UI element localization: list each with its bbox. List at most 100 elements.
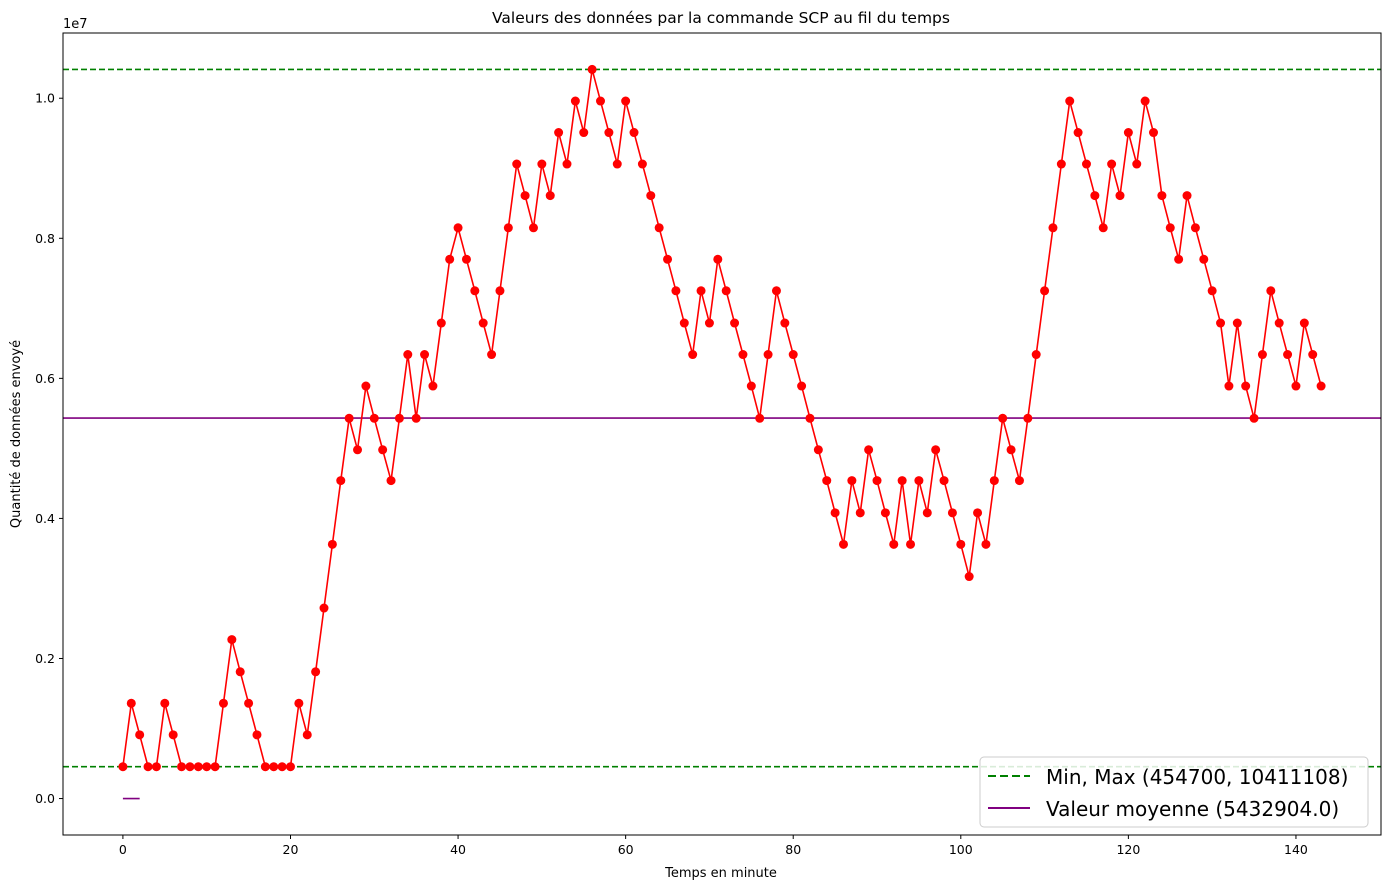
x-tick-label: 80 <box>785 842 801 857</box>
data-point <box>579 128 589 138</box>
data-point <box>855 508 865 518</box>
y-axis-offset-label: 1e7 <box>63 17 88 32</box>
data-point <box>730 318 740 328</box>
data-point <box>671 286 681 296</box>
x-tick-label: 100 <box>949 842 973 857</box>
data-point <box>520 191 530 201</box>
data-point <box>528 223 538 233</box>
plot-area <box>63 64 1381 800</box>
data-point <box>746 381 756 391</box>
data-point <box>1014 476 1024 486</box>
data-point <box>1316 381 1326 391</box>
data-point <box>512 159 522 169</box>
data-point <box>403 350 413 360</box>
data-point <box>998 413 1008 423</box>
data-point <box>830 508 840 518</box>
data-point <box>704 318 714 328</box>
x-tick-label: 120 <box>1116 842 1140 857</box>
legend-label-minmax: Min, Max (454700, 10411108) <box>1046 765 1348 789</box>
data-point <box>1291 381 1301 391</box>
data-point <box>210 762 220 772</box>
data-point <box>663 254 673 264</box>
data-point <box>981 539 991 549</box>
data-point <box>361 381 371 391</box>
data-point <box>755 413 765 423</box>
data-point <box>973 508 983 518</box>
data-point <box>1182 191 1192 201</box>
data-point <box>721 286 731 296</box>
data-point <box>545 191 555 201</box>
data-point <box>604 128 614 138</box>
data-point <box>269 762 279 772</box>
data-point <box>629 128 639 138</box>
data-point <box>1207 286 1217 296</box>
data-point <box>302 730 312 740</box>
data-point <box>420 350 430 360</box>
data-point <box>1249 413 1259 423</box>
data-point <box>428 381 438 391</box>
y-tick-label: 1.0 <box>35 91 55 106</box>
data-point <box>218 698 228 708</box>
data-point <box>637 159 647 169</box>
data-point <box>285 762 295 772</box>
data-point <box>897 476 907 486</box>
data-point <box>436 318 446 328</box>
x-tick-label: 40 <box>450 842 466 857</box>
data-point <box>939 476 949 486</box>
data-point <box>311 667 321 677</box>
legend: Min, Max (454700, 10411108) Valeur moyen… <box>979 756 1369 828</box>
data-point <box>797 381 807 391</box>
data-point <box>713 254 723 264</box>
data-point <box>202 762 212 772</box>
data-point <box>327 539 337 549</box>
data-point <box>864 445 874 455</box>
data-point <box>118 762 128 772</box>
plot-frame <box>62 32 1382 836</box>
data-point <box>1174 254 1184 264</box>
series-line <box>122 68 1322 768</box>
data-point <box>880 508 890 518</box>
data-point <box>260 762 270 772</box>
data-point <box>1241 381 1251 391</box>
data-point <box>126 698 136 708</box>
data-point <box>1065 96 1075 106</box>
data-point <box>294 698 304 708</box>
data-point <box>478 318 488 328</box>
data-point <box>771 286 781 296</box>
data-point <box>235 667 245 677</box>
data-point <box>1056 159 1066 169</box>
data-point <box>1006 445 1016 455</box>
data-point <box>143 762 153 772</box>
data-point <box>177 762 187 772</box>
data-point <box>813 445 823 455</box>
data-point <box>1115 191 1125 201</box>
y-axis-ticks: 0.0 0.2 0.4 0.6 0.8 1.0 <box>35 91 63 806</box>
x-tick-label: 20 <box>283 842 299 857</box>
data-point <box>1266 286 1276 296</box>
data-point <box>763 350 773 360</box>
data-point <box>1090 191 1100 201</box>
legend-label-mean: Valeur moyenne (5432904.0) <box>1046 797 1339 821</box>
data-point <box>688 350 698 360</box>
data-point <box>487 350 497 360</box>
data-point <box>922 508 932 518</box>
data-point <box>679 318 689 328</box>
data-point <box>1048 223 1058 233</box>
data-point <box>1308 350 1318 360</box>
legend-box <box>979 756 1369 828</box>
data-point <box>989 476 999 486</box>
data-point <box>1023 413 1033 423</box>
x-tick-label: 0 <box>119 842 127 857</box>
data-point <box>956 539 966 549</box>
y-tick-label: 0.6 <box>35 371 55 386</box>
y-tick-label: 0.2 <box>35 651 55 666</box>
x-tick-label: 60 <box>618 842 634 857</box>
data-point <box>838 539 848 549</box>
data-point <box>1073 128 1083 138</box>
data-point <box>570 96 580 106</box>
data-point <box>889 539 899 549</box>
data-point <box>964 572 974 582</box>
data-point <box>537 159 547 169</box>
data-point <box>914 476 924 486</box>
